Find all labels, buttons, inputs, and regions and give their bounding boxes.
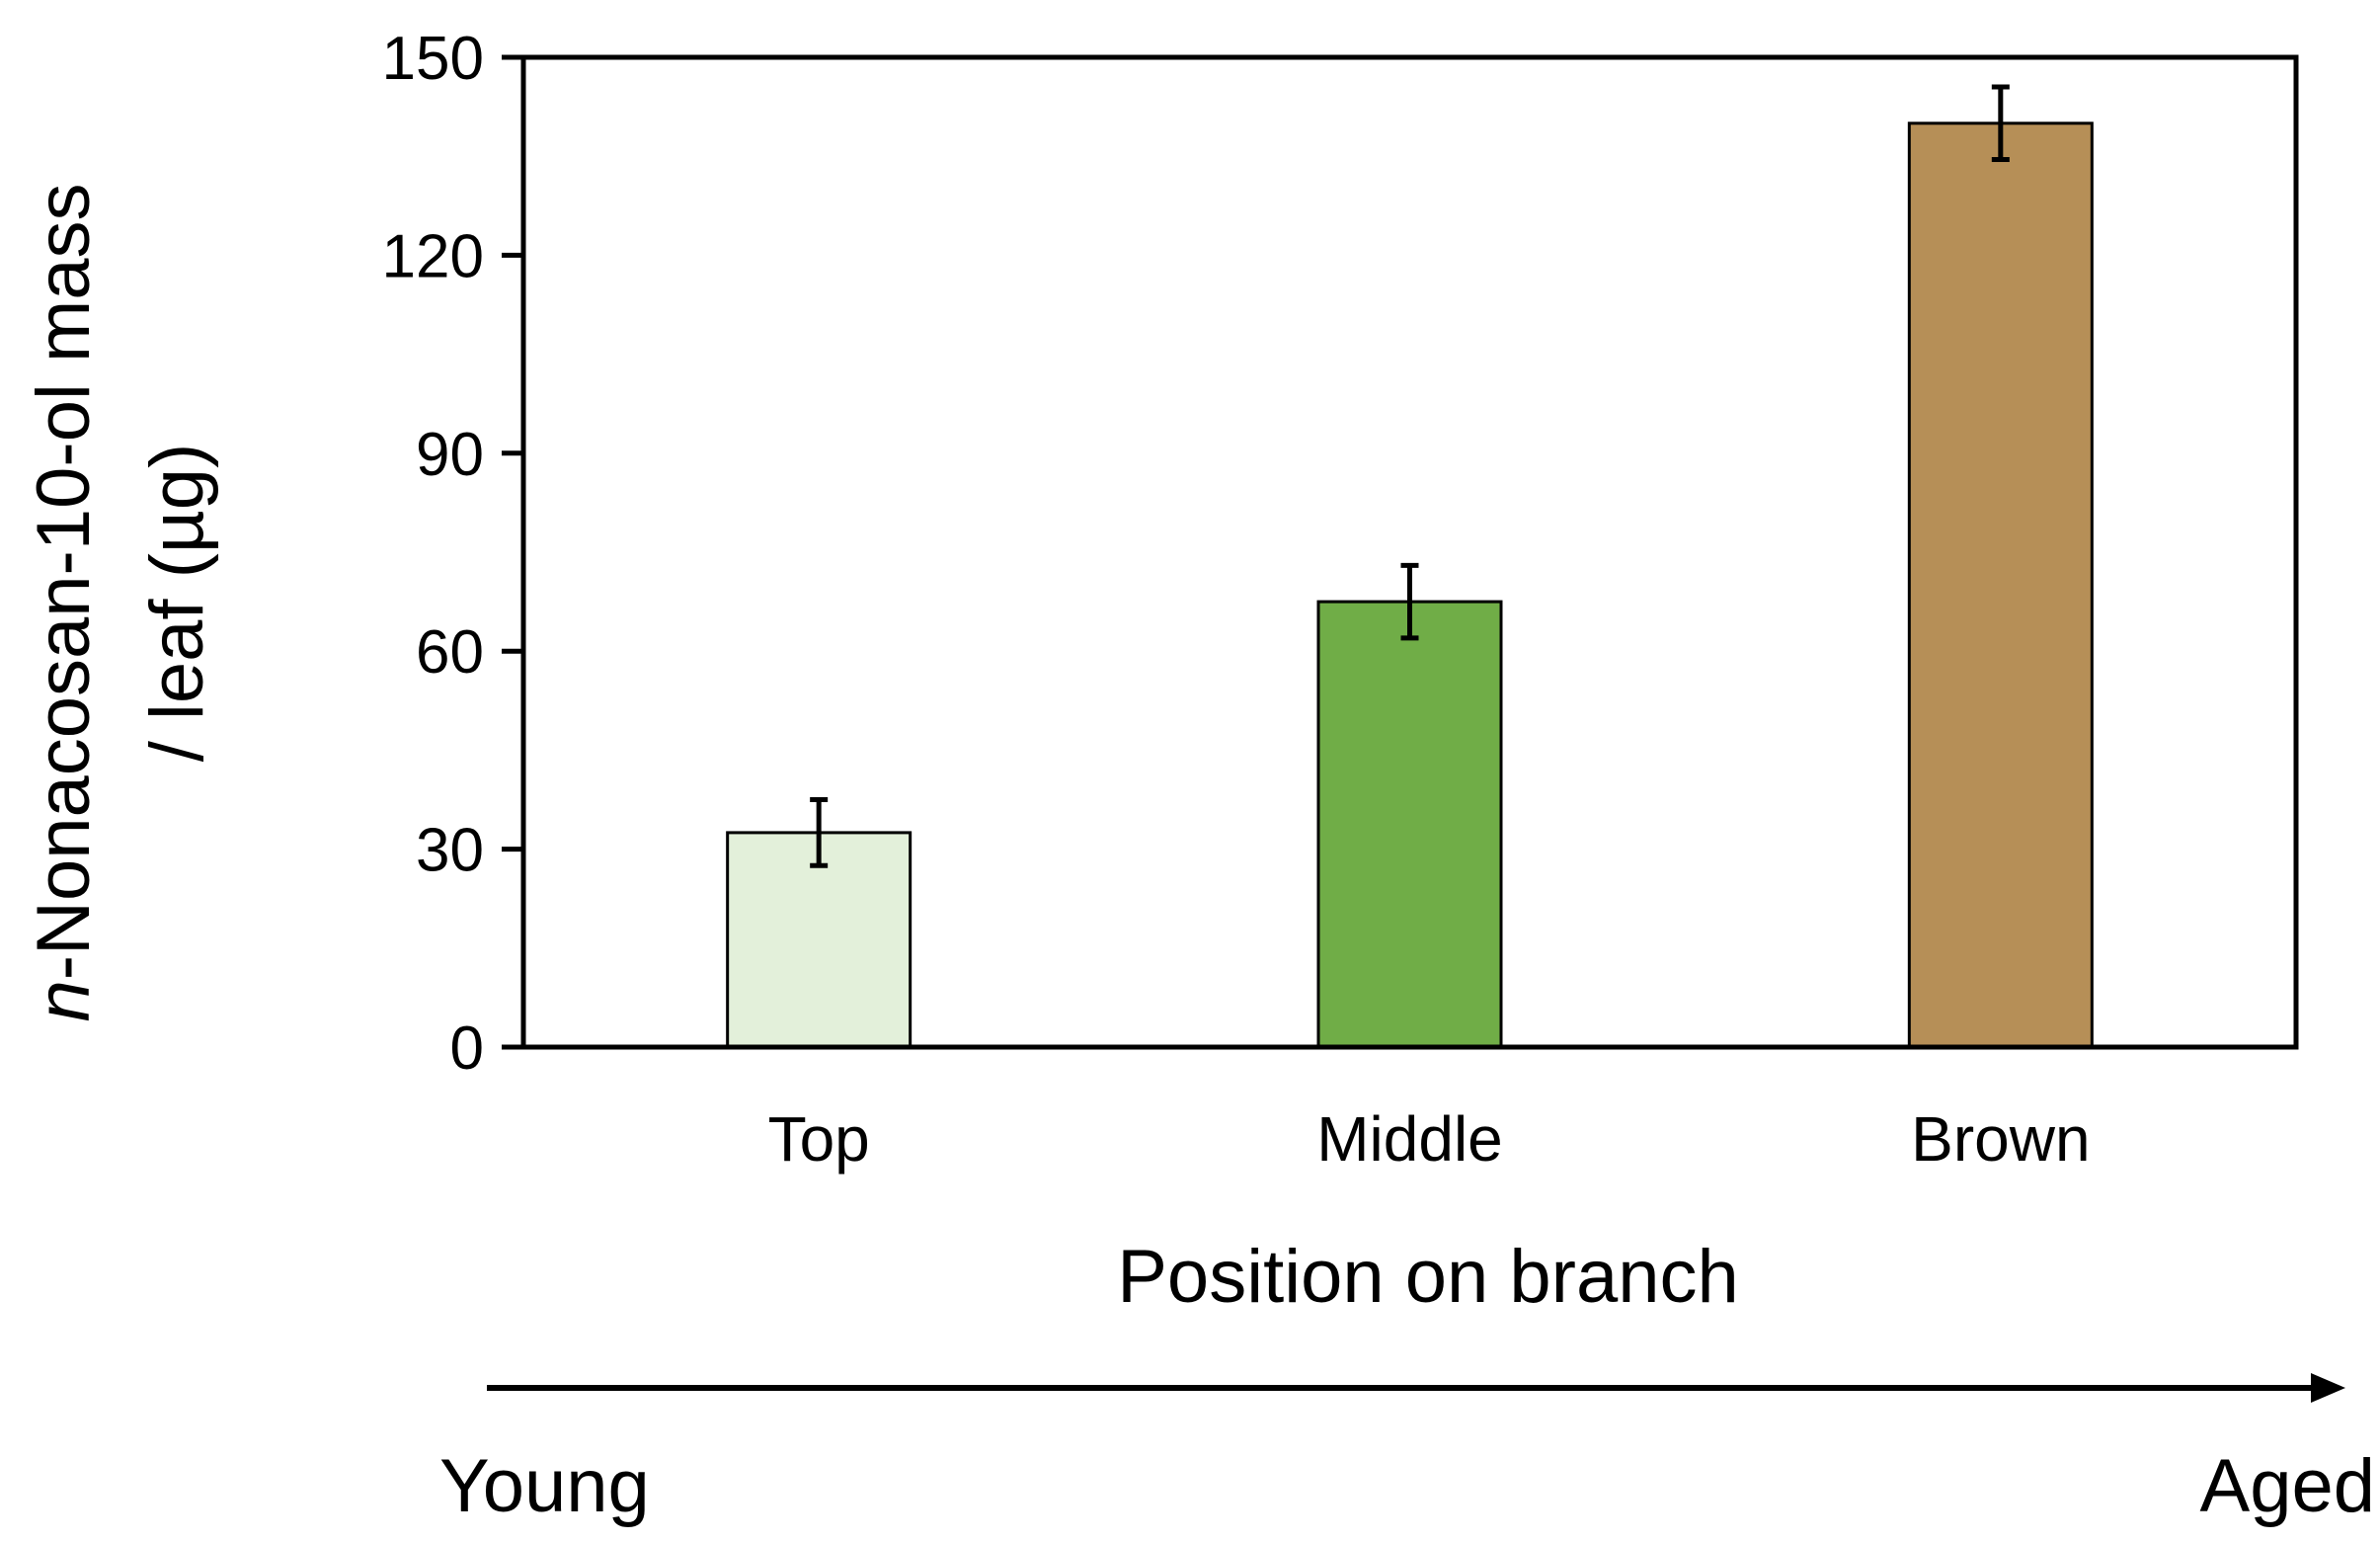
y-tick-label: 120 bbox=[382, 222, 484, 290]
bars bbox=[523, 84, 2296, 1050]
y-tick-label: 30 bbox=[416, 817, 484, 885]
y-tick-label: 0 bbox=[450, 1014, 484, 1083]
y-tick-label: 60 bbox=[416, 618, 484, 687]
bar-brown bbox=[1907, 122, 2094, 1049]
age-end-label: Aged bbox=[2200, 1444, 2376, 1528]
y-tick-label: 150 bbox=[382, 25, 484, 93]
category-labels: Top Middle Brown bbox=[768, 1103, 2091, 1175]
category-label: Top bbox=[768, 1103, 870, 1175]
y-axis-title-line2: / leaf (µg) bbox=[135, 444, 219, 763]
category-label: Middle bbox=[1316, 1103, 1503, 1175]
category-label: Brown bbox=[1911, 1103, 2090, 1175]
y-axis-ticks: 0 30 60 90 120 150 bbox=[382, 25, 523, 1083]
age-start-label: Young bbox=[439, 1444, 650, 1528]
bar-middle bbox=[1316, 600, 1503, 1049]
y-tick-label: 90 bbox=[416, 421, 484, 489]
x-axis-title: Position on branch bbox=[1117, 1235, 1739, 1319]
age-arrow-head bbox=[2311, 1373, 2345, 1403]
y-axis-title-line1: n-Nonacosan-10-ol mass bbox=[22, 183, 106, 1021]
